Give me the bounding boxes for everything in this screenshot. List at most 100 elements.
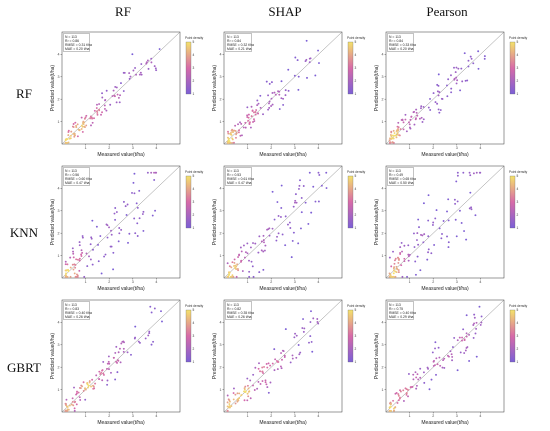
data-point [264,381,267,384]
data-point [88,255,90,258]
data-point [441,233,443,235]
y-axis-label: Predicted value(t/ha) [212,333,218,379]
identity-line [61,165,181,279]
data-point [393,409,396,412]
data-point [415,108,418,111]
y-axis-label: Predicted value(t/ha) [374,333,380,379]
data-point [438,91,441,94]
data-point [101,111,103,114]
data-point [465,332,468,335]
data-point [466,79,469,82]
data-point [73,401,76,404]
scatter-panel-rf-pearson: 1 2 3 4 1 2 3 4 Measured value(t/ha) Predicted va… [374,31,528,158]
data-point [132,69,135,72]
data-point [395,392,398,394]
data-point [436,102,439,105]
data-point [316,320,319,323]
data-point [133,172,136,175]
data-point [431,224,434,226]
y-tick-label: 4 [382,187,384,191]
data-point [101,369,103,372]
data-point [438,227,441,230]
data-point [233,258,236,261]
data-point [479,323,482,326]
data-point [290,256,293,259]
data-point [268,100,271,103]
data-point [89,117,92,120]
data-point [236,263,239,266]
data-point [233,387,235,390]
data-point [419,376,422,379]
data-point [95,107,98,109]
data-point [263,249,266,252]
colorbar-tick-label: 1 [193,360,195,364]
data-point [419,367,422,370]
data-point [265,383,268,386]
colorbar-title: Point density [509,170,528,174]
data-point [119,361,122,364]
data-point [128,72,131,75]
data-point [407,388,409,391]
data-point [250,115,253,118]
data-point [289,361,292,364]
data-point [110,229,113,232]
data-point [440,237,443,240]
data-point [266,366,269,369]
data-point [254,111,257,113]
data-point [449,350,452,353]
data-point [238,129,240,132]
data-point [270,105,273,107]
data-point [80,124,83,127]
data-point [276,201,279,203]
data-point [80,116,83,119]
data-point [239,134,242,137]
data-point [124,205,127,208]
data-point [413,123,416,126]
data-point [427,219,430,222]
data-point [226,405,229,408]
data-point [72,123,75,125]
data-point [415,376,418,379]
data-point [270,81,273,84]
data-point [294,56,297,59]
data-point [74,121,77,124]
data-point [397,269,400,271]
colorbar-tick-label: 4 [193,187,195,191]
y-tick-label: 1 [58,388,60,392]
data-point [463,230,466,233]
stat-line: MAE = 0.26 t/ha [65,315,90,319]
colorbar-tick-label: 5 [355,308,357,312]
data-point [396,132,399,135]
data-point [287,68,290,71]
data-point [280,367,283,370]
x-tick-label: 4 [479,146,481,150]
plot-frame [385,31,505,145]
data-point [284,215,287,218]
data-point [310,340,313,343]
data-point [475,321,478,324]
scatter-panel-gbrt-shap: 1 2 3 4 1 2 3 4 Measured value(t/ha) Predicted va… [212,299,366,426]
data-point [395,271,398,274]
data-point [477,50,480,53]
data-point [294,199,297,202]
stat-line: MAE = 0.20 t/ha [65,47,90,51]
data-point [248,259,250,262]
data-point [134,66,137,69]
data-point [420,233,422,236]
data-point [147,334,150,337]
data-point [259,106,262,109]
data-point [86,265,89,268]
stat-line: MAE = 0.47 t/ha [65,181,90,185]
data-point [392,399,395,402]
data-point [475,355,478,358]
data-point [72,252,75,255]
data-point [88,381,91,384]
x-tick-label: 2 [432,146,434,150]
data-point [450,91,453,94]
data-point [153,307,156,310]
data-point [291,239,294,242]
data-point [267,391,270,394]
